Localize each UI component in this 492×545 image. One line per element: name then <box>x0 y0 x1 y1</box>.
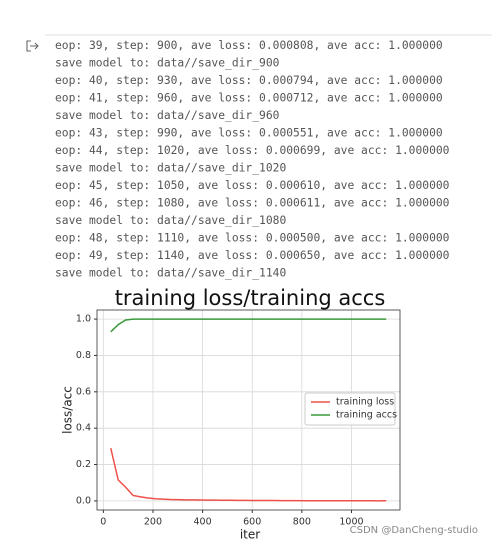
log-line: eop: 44, step: 1020, ave loss: 0.000699,… <box>55 144 450 157</box>
x-axis-label: iter <box>240 528 260 542</box>
series-line <box>110 448 387 502</box>
y-tick-label: 0.2 <box>76 459 91 470</box>
x-tick-label: 1000 <box>339 517 363 528</box>
log-line: save model to: data//save_dir_1020 <box>55 162 286 175</box>
output-icon <box>26 40 39 52</box>
y-axis-label: loss/acc <box>61 386 75 434</box>
log-line: save model to: data//save_dir_960 <box>55 109 280 122</box>
x-tick-label: 0 <box>100 517 106 528</box>
log-line: eop: 46, step: 1080, ave loss: 0.000611,… <box>55 197 450 210</box>
x-tick-label: 800 <box>293 517 311 528</box>
x-tick-label: 600 <box>243 517 261 528</box>
y-tick-label: 1.0 <box>76 314 91 325</box>
legend-box <box>304 392 396 426</box>
y-tick-label: 0.6 <box>76 386 91 397</box>
chart-title: training loss/training accs <box>115 286 386 310</box>
log-line: save model to: data//save_dir_900 <box>55 57 280 70</box>
legend-label: training loss <box>336 397 394 408</box>
x-tick-label: 200 <box>144 517 162 528</box>
legend-label: training accs <box>336 410 397 421</box>
log-line: eop: 39, step: 900, ave loss: 0.000808, … <box>55 39 443 52</box>
watermark: CSDN @DanCheng-studio <box>350 525 478 536</box>
plot-frame <box>96 309 401 511</box>
y-tick-label: 0.4 <box>76 423 91 434</box>
log-line: eop: 43, step: 990, ave loss: 0.000551, … <box>55 127 443 140</box>
log-line: eop: 41, step: 960, ave loss: 0.000712, … <box>55 92 443 105</box>
log-line: eop: 49, step: 1140, ave loss: 0.000650,… <box>55 249 450 262</box>
log-line: eop: 48, step: 1110, ave loss: 0.000500,… <box>55 232 450 245</box>
series-line <box>110 318 387 333</box>
log-line: eop: 45, step: 1050, ave loss: 0.000610,… <box>55 179 450 192</box>
plot: 0.0 0.2 0.4 0.6 0.8 1.0 0 200 400 600 800 1000 train… <box>76 309 401 528</box>
log-line: save model to: data//save_dir_1140 <box>55 267 286 280</box>
y-tick-label: 0.8 <box>76 350 91 361</box>
log-line: eop: 40, step: 930, ave loss: 0.000794, … <box>55 74 443 87</box>
y-tick-label: 0.0 <box>76 495 91 506</box>
x-tick-label: 400 <box>194 517 212 528</box>
log-line: save model to: data//save_dir_1080 <box>55 214 286 227</box>
log-output: eop: 39, step: 900, ave loss: 0.000808, … <box>55 39 450 280</box>
